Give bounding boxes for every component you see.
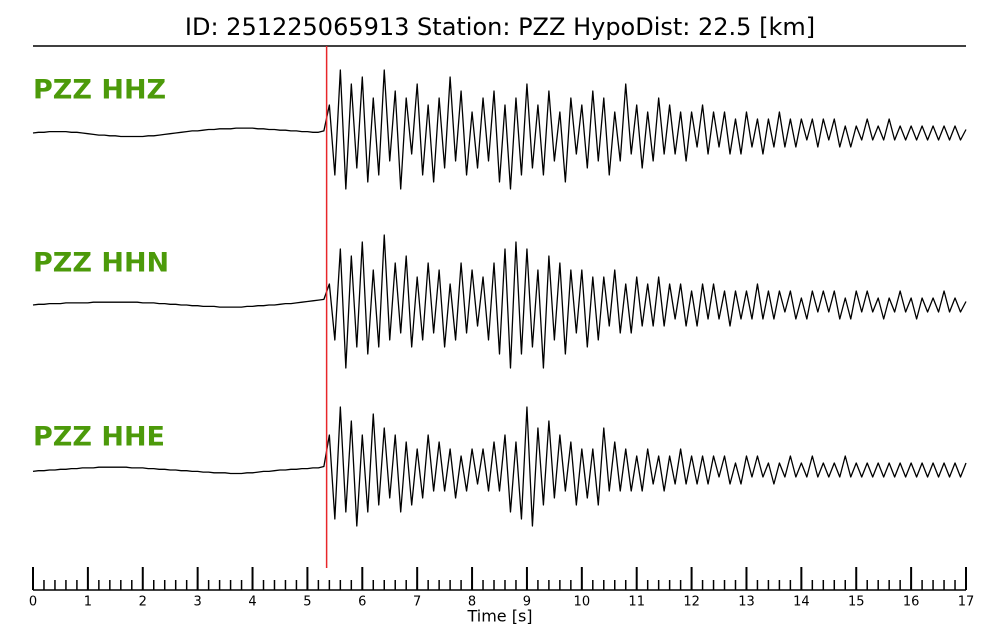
x-tick-label: 9 bbox=[523, 595, 531, 610]
waveform bbox=[32, 234, 967, 369]
x-tick-label: 11 bbox=[628, 595, 645, 610]
waveform bbox=[32, 69, 967, 190]
x-tick-label: 8 bbox=[468, 595, 476, 610]
x-tick-label: 13 bbox=[738, 595, 755, 610]
x-tick-label: 3 bbox=[194, 595, 202, 610]
x-axis-label: Time [s] bbox=[466, 607, 532, 626]
x-tick-label: 1 bbox=[84, 595, 92, 610]
x-tick-label: 10 bbox=[574, 595, 591, 610]
x-tick-label: 7 bbox=[413, 595, 421, 610]
chart-title: ID: 251225065913 Station: PZZ HypoDist: … bbox=[185, 13, 815, 41]
x-tick-label: 14 bbox=[793, 595, 810, 610]
channel-label: PZZ HHN bbox=[33, 248, 169, 279]
waveform bbox=[32, 406, 967, 527]
x-tick-label: 15 bbox=[848, 595, 865, 610]
x-tick-label: 4 bbox=[248, 595, 256, 610]
x-tick-label: 2 bbox=[139, 595, 147, 610]
x-tick-label: 17 bbox=[958, 595, 975, 610]
x-tick-label: 12 bbox=[683, 595, 700, 610]
x-tick-label: 0 bbox=[29, 595, 37, 610]
channel-label: PZZ HHE bbox=[33, 422, 165, 453]
x-tick-label: 5 bbox=[303, 595, 311, 610]
x-tick-label: 16 bbox=[903, 595, 920, 610]
channel-label: PZZ HHZ bbox=[33, 75, 166, 106]
x-tick-label: 6 bbox=[358, 595, 366, 610]
